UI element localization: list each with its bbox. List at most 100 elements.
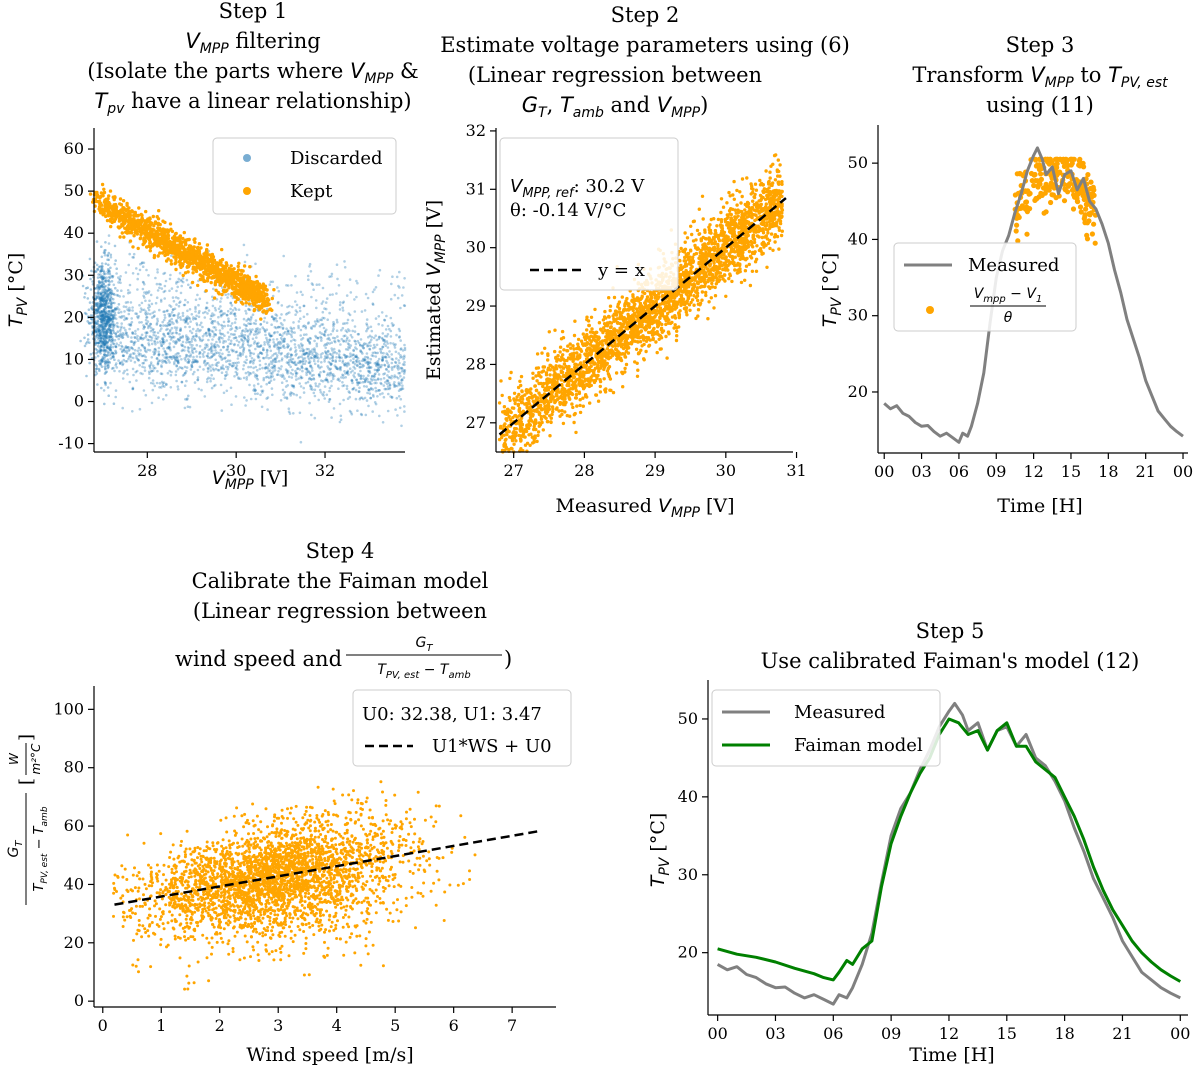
step1-discarded-point	[248, 383, 251, 387]
step1-kept-point	[123, 213, 127, 217]
step1-discarded-point	[95, 240, 99, 243]
step1-discarded-point	[377, 315, 381, 318]
step1-discarded-point	[377, 335, 381, 339]
step1-discarded-point	[387, 392, 390, 396]
step1-discarded-point	[247, 373, 251, 377]
step1-discarded-point	[174, 370, 178, 373]
step1-discarded-point	[233, 321, 237, 324]
step1-discarded-point	[194, 310, 197, 313]
step1-kept-point	[114, 202, 118, 207]
step1-discarded-point	[198, 365, 202, 369]
step1-discarded-point	[202, 361, 206, 365]
step1-discarded-point	[302, 304, 306, 308]
step1-discarded-point	[396, 366, 399, 370]
step1-discarded-point	[284, 368, 288, 371]
step1-discarded-point	[154, 301, 158, 305]
step1-discarded-point	[98, 369, 101, 373]
step1-discarded-point	[323, 397, 327, 400]
step1-discarded-point	[373, 373, 377, 376]
step1-discarded-point	[104, 371, 107, 374]
step1-discarded-point	[175, 280, 178, 284]
step1-discarded-point	[340, 328, 343, 332]
step1-discarded-point	[353, 298, 356, 301]
step1-discarded-point	[141, 372, 144, 376]
step1-discarded-point	[224, 293, 227, 297]
step1-discarded-point	[189, 320, 192, 323]
step1-discarded-point	[148, 348, 152, 352]
step1-discarded-point	[196, 378, 199, 382]
step1-discarded-point	[91, 333, 94, 336]
step1-discarded-point	[189, 355, 192, 358]
step1-discarded-point	[262, 378, 266, 382]
step1-discarded-point	[162, 310, 165, 314]
step1-discarded-point	[231, 361, 235, 365]
step1-discarded-point	[321, 310, 325, 314]
step1-discarded-point	[269, 334, 272, 338]
step1-discarded-point	[218, 338, 221, 342]
step1-discarded-point	[313, 320, 317, 323]
step1-discarded-point	[336, 335, 339, 338]
step1-discarded-point	[327, 400, 331, 404]
step1-discarded-point	[281, 326, 285, 330]
step1-discarded-point	[330, 379, 333, 383]
step1-discarded-point	[352, 365, 356, 369]
step1-discarded-point	[289, 355, 292, 359]
step1-discarded-point	[120, 344, 123, 348]
step1-discarded-point	[112, 326, 115, 329]
step1-discarded-point	[142, 308, 146, 312]
step1-discarded-point	[129, 359, 133, 362]
step1-discarded-point	[320, 302, 324, 305]
step1-discarded-point	[381, 358, 384, 362]
step1-discarded-point	[400, 366, 404, 370]
step1-discarded-point	[294, 313, 297, 317]
step1-discarded-point	[106, 312, 110, 316]
step1-discarded-point	[106, 358, 110, 362]
step1-discarded-point	[344, 340, 348, 343]
step1-discarded-point	[122, 305, 126, 308]
step1-discarded-point	[115, 366, 119, 369]
step1-discarded-point	[97, 273, 100, 276]
step1-discarded-point	[211, 320, 214, 323]
step1-discarded-point	[173, 362, 176, 366]
step1-discarded-point	[298, 411, 302, 415]
step1-discarded-point	[374, 378, 378, 382]
step1-discarded-point	[328, 368, 332, 371]
step1-discarded-point	[248, 345, 251, 348]
step1-discarded-point	[355, 378, 359, 382]
step1-discarded-point	[97, 290, 100, 294]
step1-discarded-point	[135, 354, 138, 358]
step1-discarded-point	[126, 291, 130, 295]
step1-discarded-point	[374, 389, 378, 393]
step1-discarded-point	[345, 330, 349, 334]
step1-discarded-point	[335, 318, 339, 322]
step1-discarded-point	[303, 362, 307, 366]
step1-discarded-point	[253, 358, 256, 362]
step1-discarded-point	[189, 353, 193, 356]
step1-discarded-point	[112, 309, 116, 312]
step1-discarded-point	[136, 339, 140, 343]
step1-kept-point	[164, 229, 169, 234]
step1-discarded-point	[345, 338, 349, 341]
step1-discarded-point	[167, 345, 170, 349]
step1-discarded-point	[147, 376, 151, 380]
step1-discarded-point	[198, 297, 202, 301]
step1-discarded-point	[315, 283, 319, 287]
step1-discarded-point	[105, 360, 109, 364]
step1-discarded-point	[143, 296, 146, 299]
step1-discarded-point	[257, 355, 261, 359]
step1-discarded-point	[147, 290, 151, 293]
step1-discarded-point	[339, 414, 343, 418]
step1-discarded-point	[210, 329, 213, 333]
step1-discarded-point	[148, 305, 152, 308]
step1-discarded-point	[337, 349, 341, 352]
step1-discarded-point	[398, 329, 402, 333]
step1-kept-point	[194, 252, 198, 257]
step1-kept-point	[147, 219, 151, 223]
step1-kept-point	[169, 262, 174, 266]
step1-discarded-point	[297, 320, 301, 323]
step1-kept-point	[238, 278, 242, 283]
step2-title-line1: Step 2	[611, 3, 680, 27]
step1-kept-point	[172, 248, 176, 252]
step1-discarded-point	[137, 315, 141, 318]
step1-discarded-point	[107, 310, 110, 313]
